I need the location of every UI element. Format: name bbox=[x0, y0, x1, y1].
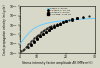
Legend: 0 MPa, f=20 Hz, 7.5 MPa, f=0.1 Hz, 0.5 MPa, f=20 Hz, 1.00 MPa, f=20 Hz: 0 MPa, f=20 Hz, 7.5 MPa, f=0.1 Hz, 0.5 M… bbox=[47, 7, 70, 15]
X-axis label: Stress intensity factor amplitude ΔK (MPa·m½): Stress intensity factor amplitude ΔK (MP… bbox=[22, 61, 92, 65]
Y-axis label: Crack propagation velocity (m/cycle): Crack propagation velocity (m/cycle) bbox=[4, 4, 8, 55]
